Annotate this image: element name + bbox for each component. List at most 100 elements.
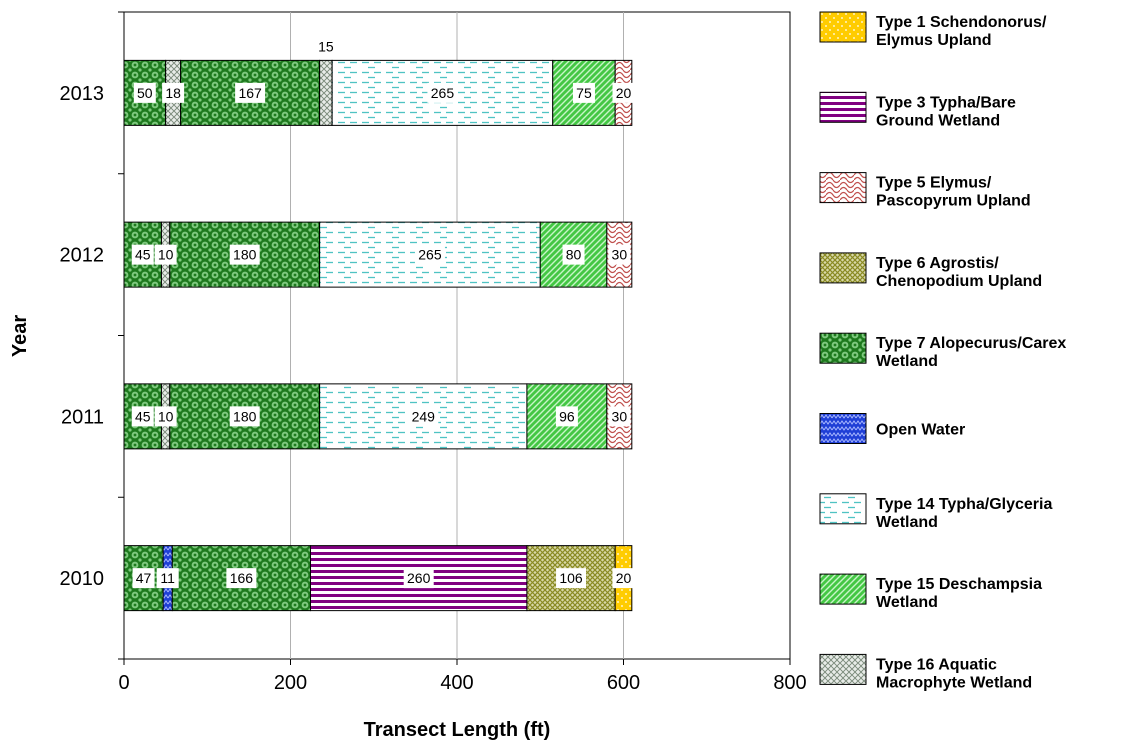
- data-label-2012-1: 10: [158, 247, 174, 263]
- bars-group: 50 18 167 15 265 75 20 45 10 180 265 80 30 45 10 180 249…: [123, 38, 635, 612]
- data-label-bg-2013-6: [612, 82, 635, 103]
- data-label-2010-2: 166: [230, 570, 254, 586]
- legend-label-t5-line-0: Type 5 Elymus/: [876, 175, 992, 192]
- data-label-bg-2010-3: [403, 568, 434, 589]
- x-tick-label-1: 200: [274, 672, 307, 694]
- x-axis-title: Transect Length (ft): [364, 719, 551, 741]
- legend: Type 1 Schendonorus/Elymus Upland Type 3 …: [819, 11, 1066, 691]
- data-label-2013-1: 18: [165, 85, 181, 101]
- y-tick-label-2013: 2013: [60, 83, 105, 105]
- legend-label-t6-line-1: Chenopodium Upland: [876, 273, 1042, 290]
- bar-2011: 45 10 180 249 96 30: [123, 383, 633, 450]
- data-label-bg-2013-4: [427, 82, 458, 103]
- data-label-2011-2: 180: [233, 408, 257, 424]
- x-tick-label-3: 600: [607, 672, 640, 694]
- data-label-2013-5: 75: [576, 85, 592, 101]
- bar-segment-2013-3: [319, 59, 333, 126]
- data-label-2010-4: 106: [559, 570, 583, 586]
- data-label-bg-2010-0: [132, 568, 155, 589]
- x-tick-label-0: 0: [118, 672, 129, 694]
- data-label-2013-6: 20: [616, 85, 632, 101]
- legend-swatch-t1: [819, 11, 867, 43]
- data-label-bg-2012-4: [562, 244, 585, 265]
- y-tick-label-2012: 2012: [60, 245, 105, 267]
- data-label-bg-2011-2: [229, 406, 260, 427]
- legend-label-t1-line-1: Elymus Upland: [876, 32, 992, 49]
- data-label-bg-2010-2: [226, 568, 257, 589]
- data-label-2012-0: 45: [135, 247, 151, 263]
- y-tick-label-2011: 2011: [61, 406, 104, 428]
- data-label-2011-4: 96: [559, 408, 575, 424]
- data-label-bg-2013-5: [572, 82, 595, 103]
- data-label-bg-2011-0: [131, 406, 154, 427]
- legend-item-t5: Type 5 Elymus/Pascopyrum Upland: [819, 172, 1031, 210]
- legend-label-t16-line-0: Type 16 Aquatic: [876, 656, 997, 673]
- legend-label-t15-line-1: Wetland: [876, 594, 938, 611]
- bar-segment-2013-5: [552, 59, 616, 126]
- legend-label-t16-line-1: Macrophyte Wetland: [876, 674, 1032, 691]
- data-label-bg-2012-5: [608, 244, 631, 265]
- legend-swatch-t16: [819, 653, 867, 685]
- legend-label-t3-line-1: Ground Wetland: [876, 112, 1000, 129]
- legend-label-t6-line-0: Type 6 Agrostis/: [876, 255, 999, 272]
- legend-swatch-t14: [819, 493, 867, 525]
- data-label-bg-2011-4: [555, 406, 578, 427]
- data-label-2010-0: 47: [136, 570, 152, 586]
- legend-label-t15-line-0: Type 15 Deschampsia: [876, 576, 1042, 593]
- legend-label-t5-line-1: Pascopyrum Upland: [876, 193, 1031, 210]
- data-label-2010-3: 260: [407, 570, 431, 586]
- data-label-bg-2012-3: [414, 244, 445, 265]
- data-label-2012-5: 30: [612, 247, 628, 263]
- data-label-2013-4: 265: [431, 85, 455, 101]
- bar-2013: 50 18 167 15 265 75 20: [123, 38, 635, 126]
- legend-item-ow: Open Water: [819, 413, 965, 444]
- data-label-bg-2012-2: [229, 244, 260, 265]
- data-label-bg-2012-1: [154, 244, 177, 265]
- x-tick-label-4: 800: [773, 672, 806, 694]
- data-label-2012-3: 265: [418, 247, 442, 263]
- data-label-2011-5: 30: [612, 408, 628, 424]
- data-label-bg-2013-1: [162, 82, 185, 103]
- bar-2012: 45 10 180 265 80 30: [123, 221, 633, 288]
- data-label-2011-1: 10: [158, 408, 174, 424]
- legend-item-t6: Type 6 Agrostis/Chenopodium Upland: [819, 252, 1042, 290]
- data-label-bg-2011-5: [608, 406, 631, 427]
- data-label-2010-5: 20: [616, 570, 632, 586]
- legend-swatch-t5: [819, 172, 867, 204]
- legend-label-t14-line-0: Type 14 Typha/Glyceria: [876, 496, 1052, 513]
- data-label-2013-3: 15: [318, 38, 334, 54]
- legend-label-t14-line-1: Wetland: [876, 514, 938, 531]
- data-label-2010-1: 11: [160, 570, 175, 586]
- legend-swatch-t6: [819, 252, 867, 284]
- data-label-bg-2011-1: [154, 406, 177, 427]
- data-label-bg-2011-3: [408, 406, 439, 427]
- legend-swatch-t3: [819, 91, 867, 123]
- data-label-2012-4: 80: [566, 247, 582, 263]
- y-tick-label-2010: 2010: [60, 568, 105, 590]
- legend-label-t7-line-1: Wetland: [876, 353, 938, 370]
- data-label-bg-2010-4: [556, 568, 587, 589]
- data-label-bg-2010-5: [612, 568, 635, 589]
- data-label-bg-2010-1: [156, 568, 179, 589]
- data-label-2013-0: 50: [137, 85, 153, 101]
- legend-swatch-t7: [819, 332, 867, 364]
- data-label-bg-2013-0: [133, 82, 156, 103]
- x-tick-label-2: 400: [440, 672, 473, 694]
- data-label-bg-2013-2: [235, 82, 266, 103]
- legend-swatch-t15: [819, 573, 867, 605]
- legend-label-t7-line-0: Type 7 Alopecurus/Carex: [876, 335, 1066, 352]
- data-label-2011-3: 249: [412, 408, 436, 424]
- legend-label-t3-line-0: Type 3 Typha/Bare: [876, 94, 1016, 111]
- legend-label-t1-line-0: Type 1 Schendonorus/: [876, 14, 1047, 31]
- legend-label-ow-line-0: Open Water: [876, 422, 965, 439]
- data-label-2013-2: 167: [238, 85, 262, 101]
- y-axis-title: Year: [9, 315, 31, 357]
